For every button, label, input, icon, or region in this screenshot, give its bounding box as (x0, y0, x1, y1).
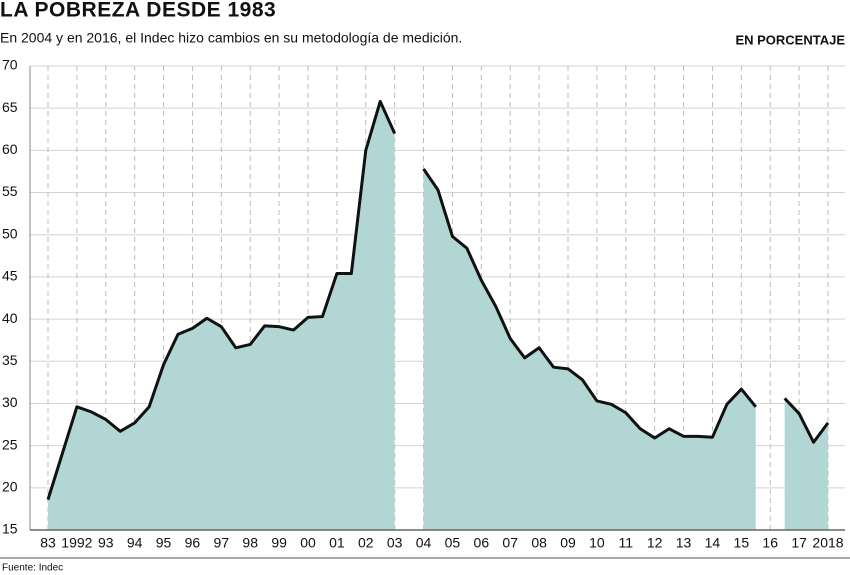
x-tick-label: 07 (502, 535, 518, 551)
x-tick-label: 95 (156, 535, 172, 551)
y-tick-label: 55 (2, 183, 18, 199)
y-tick-label: 25 (2, 436, 18, 452)
line (422, 168, 757, 440)
x-tick-label: 01 (329, 535, 345, 551)
y-tick-label: 45 (2, 268, 18, 284)
y-tick-label: 60 (2, 141, 18, 157)
line (783, 397, 830, 444)
x-tick-label: 1992 (61, 535, 92, 551)
x-tick-label: 17 (791, 535, 807, 551)
x-tick-label: 13 (676, 535, 692, 551)
x-tick-label: 93 (98, 535, 114, 551)
chart-subtitle: En 2004 y en 2016, el Indec hizo cambios… (0, 30, 462, 46)
chart-title: LA POBREZA DESDE 1983 (0, 0, 276, 22)
area (423, 168, 756, 530)
y-tick-label: 65 (2, 99, 18, 115)
x-tick-label: 00 (300, 535, 316, 551)
y-tick-label: 35 (2, 352, 18, 368)
x-tick-label: 99 (271, 535, 287, 551)
y-tick-label: 20 (2, 479, 18, 495)
x-tick-label: 05 (445, 535, 461, 551)
x-tick-label: 83 (40, 535, 56, 551)
x-tick-label: 06 (474, 535, 490, 551)
x-tick-label: 11 (619, 535, 634, 551)
x-tick-label: 96 (185, 535, 201, 551)
x-tick-label: 16 (762, 535, 778, 551)
y-tick-label: 15 (2, 521, 18, 537)
line (46, 99, 397, 501)
x-tick-label: 09 (560, 535, 576, 551)
x-tick-label: 97 (214, 535, 230, 551)
x-tick-label: 2018 (812, 535, 843, 551)
y-tick-label: 70 (2, 57, 18, 73)
x-tick-label: 03 (387, 535, 403, 551)
area (48, 101, 395, 530)
area (784, 398, 828, 530)
x-tick-label: 12 (647, 535, 663, 551)
unit-label: EN PORCENTAJE (735, 32, 845, 47)
x-tick-label: 02 (358, 535, 374, 551)
x-tick-label: 98 (242, 535, 258, 551)
x-tick-label: 04 (416, 535, 432, 551)
y-tick-label: 40 (2, 310, 18, 326)
x-tick-label: 15 (734, 535, 750, 551)
source: Fuente: Indec (2, 563, 63, 574)
x-tick-label: 10 (589, 535, 605, 551)
x-tick-label: 08 (531, 535, 547, 551)
x-tick-label: 14 (705, 535, 721, 551)
y-tick-label: 30 (2, 394, 18, 410)
x-tick-label: 94 (127, 535, 143, 551)
y-tick-label: 50 (2, 225, 18, 241)
